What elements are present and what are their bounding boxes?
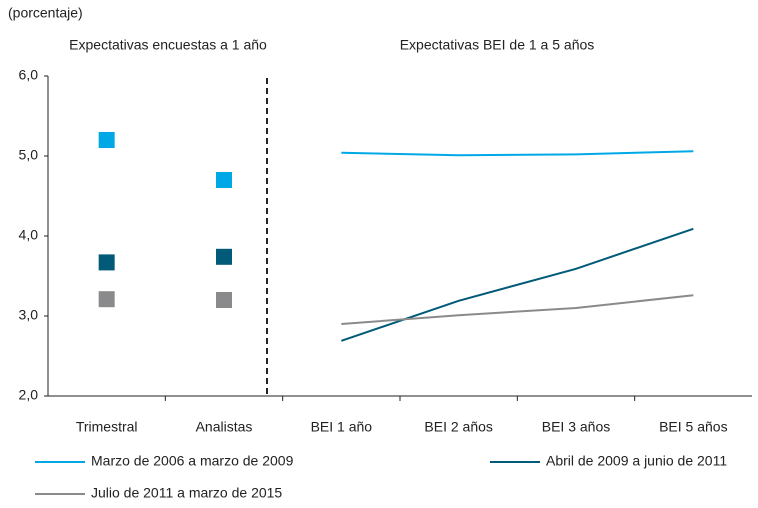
legend-label: Marzo de 2006 a marzo de 2009 [91, 453, 294, 469]
square-marker [98, 254, 115, 271]
x-tick-label: Trimestral [76, 419, 138, 435]
y-tick-label: 4,0 [19, 227, 39, 243]
x-tick-label: BEI 1 año [311, 419, 373, 435]
legend-label: Julio de 2011 a marzo de 2015 [91, 485, 282, 501]
square-marker [98, 132, 115, 148]
legend-label: Abril de 2009 a junio de 2011 [546, 453, 727, 469]
panel-title: Expectativas encuestas a 1 año [69, 37, 267, 53]
square-marker [216, 292, 232, 308]
series-line [341, 294, 694, 325]
x-tick-label: BEI 3 años [542, 419, 611, 435]
square-marker [216, 248, 232, 265]
y-tick-label: 6,0 [19, 67, 39, 83]
y-tick-label: 2,0 [19, 387, 39, 403]
x-tick-label: BEI 5 años [659, 419, 728, 435]
series-line [341, 150, 694, 157]
y-axis-label: (porcentaje) [8, 5, 83, 21]
y-tick-label: 3,0 [19, 307, 39, 323]
x-tick-label: BEI 2 años [424, 419, 493, 435]
x-tick-label: Analistas [196, 419, 253, 435]
square-marker [98, 291, 115, 308]
y-tick-label: 5,0 [19, 147, 39, 163]
square-marker [216, 172, 232, 188]
panel-title: Expectativas BEI de 1 a 5 años [400, 37, 595, 53]
series-line [341, 227, 694, 342]
